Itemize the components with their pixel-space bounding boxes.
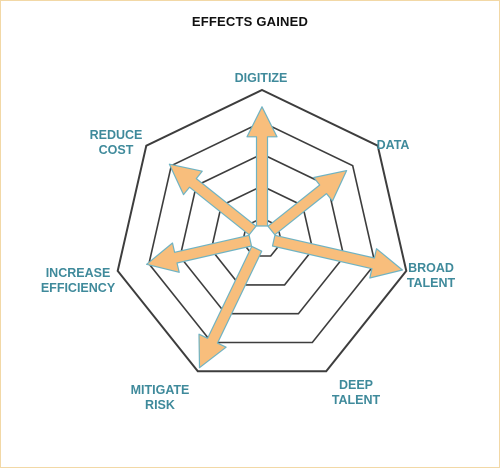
axis-label-digitize: DIGITIZE [235,71,288,86]
effect-arrows [146,106,403,369]
arrow-broad-talent [271,234,403,279]
arrow-mitigate-risk [198,245,263,369]
axis-label-line: MITIGATE [130,383,190,397]
axis-label-mitigate-risk: MITIGATE RISK [131,383,190,413]
heptagon-ring [116,88,408,373]
axis-label-deep-talent: DEEP TALENT [332,378,380,408]
axis-label-increase-efficiency: INCREASE EFFICIENCY [41,266,115,296]
diagram-title: EFFECTS GAINED [191,14,309,29]
arrow-reduce-cost [168,163,257,236]
axis-label-data: DATA [377,138,410,153]
arrow-increase-efficiency [146,234,253,273]
axis-label-line: INCREASE [45,266,111,280]
axis-label-line: COST [98,143,134,157]
axis-label-line: DIGITIZE [234,71,288,85]
axis-label-line: DATA [376,138,410,152]
axis-label-line: REDUCE [89,128,143,142]
axis-label-line: TALENT [331,393,381,407]
heptagon-ring [210,185,314,286]
axis-label-reduce-cost: REDUCE COST [90,128,143,158]
axis-label-line: BROAD [408,261,454,275]
axis-label-broad-talent: BROAD TALENT [407,261,455,291]
axis-label-line: TALENT [406,276,456,290]
axis-label-line: EFFICIENCY [40,281,116,295]
arrow-data [267,170,348,236]
arrow-digitize [246,106,278,227]
axis-label-line: DEEP [338,378,374,392]
heptagon-ring [148,121,376,344]
axis-label-line: RISK [145,398,175,412]
